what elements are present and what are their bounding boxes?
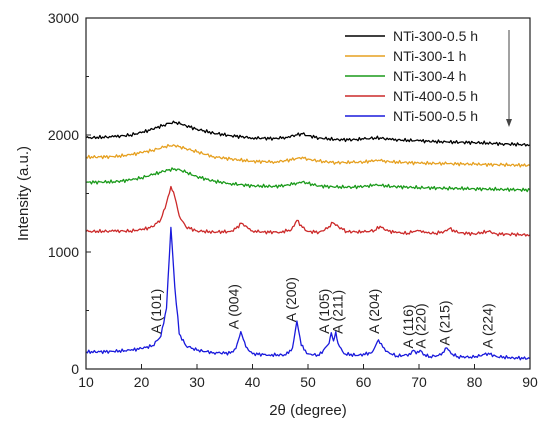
legend-label: NTi-500-0.5 h (393, 108, 478, 124)
series-line (85, 226, 531, 361)
peak-annotations: A (101) A (004) A (200) A (105)A (211) A (20… (148, 277, 495, 348)
legend-label: NTi-300-1 h (393, 48, 466, 64)
y-axis-title: Intensity (a.u.) (15, 146, 32, 241)
series-line (85, 185, 531, 237)
series-line (85, 167, 531, 193)
legend-label: NTi-300-4 h (393, 68, 466, 84)
x-tick-label: 20 (134, 374, 150, 390)
series-line (85, 120, 531, 147)
peak-label: A (220) (413, 303, 429, 348)
peak-label: A (224) (479, 303, 495, 348)
peak-label: A (211) (329, 290, 345, 334)
x-tick-label: 10 (78, 374, 94, 390)
y-tick-label: 1000 (48, 244, 79, 260)
peak-label: A (101) (148, 289, 164, 334)
y-tick-label: 0 (71, 361, 79, 377)
x-tick-label: 80 (467, 374, 483, 390)
legend-label: NTi-300-0.5 h (393, 28, 478, 44)
x-tick-label: 70 (411, 374, 427, 390)
legend-label: NTi-400-0.5 h (393, 88, 478, 104)
x-axis-title: 2θ (degree) (269, 402, 347, 419)
y-tick-label: 3000 (48, 10, 79, 26)
axes: 10 20 30 40 50 60 70 80 90 0 1000 2000 3000 (48, 10, 538, 390)
peak-label: A (116) (400, 304, 416, 348)
peak-label: A (215) (437, 300, 453, 345)
x-tick-label: 40 (245, 374, 261, 390)
x-tick-label: 60 (356, 374, 372, 390)
x-tick-label: 50 (300, 374, 316, 390)
x-tick-label: 30 (189, 374, 205, 390)
peak-label: A (004) (226, 284, 242, 329)
y-tick-label: 2000 (48, 127, 79, 143)
peak-label: A (105) (316, 289, 332, 334)
legend: NTi-300-0.5 h NTi-300-1 h NTi-300-4 h NTi-4… (345, 28, 512, 127)
x-tick-label: 90 (522, 374, 538, 390)
series-lines (85, 120, 531, 361)
peak-label: A (204) (366, 289, 382, 334)
series-line (85, 143, 531, 168)
peak-label: A (200) (283, 277, 299, 322)
legend-arrow-head (506, 119, 512, 127)
